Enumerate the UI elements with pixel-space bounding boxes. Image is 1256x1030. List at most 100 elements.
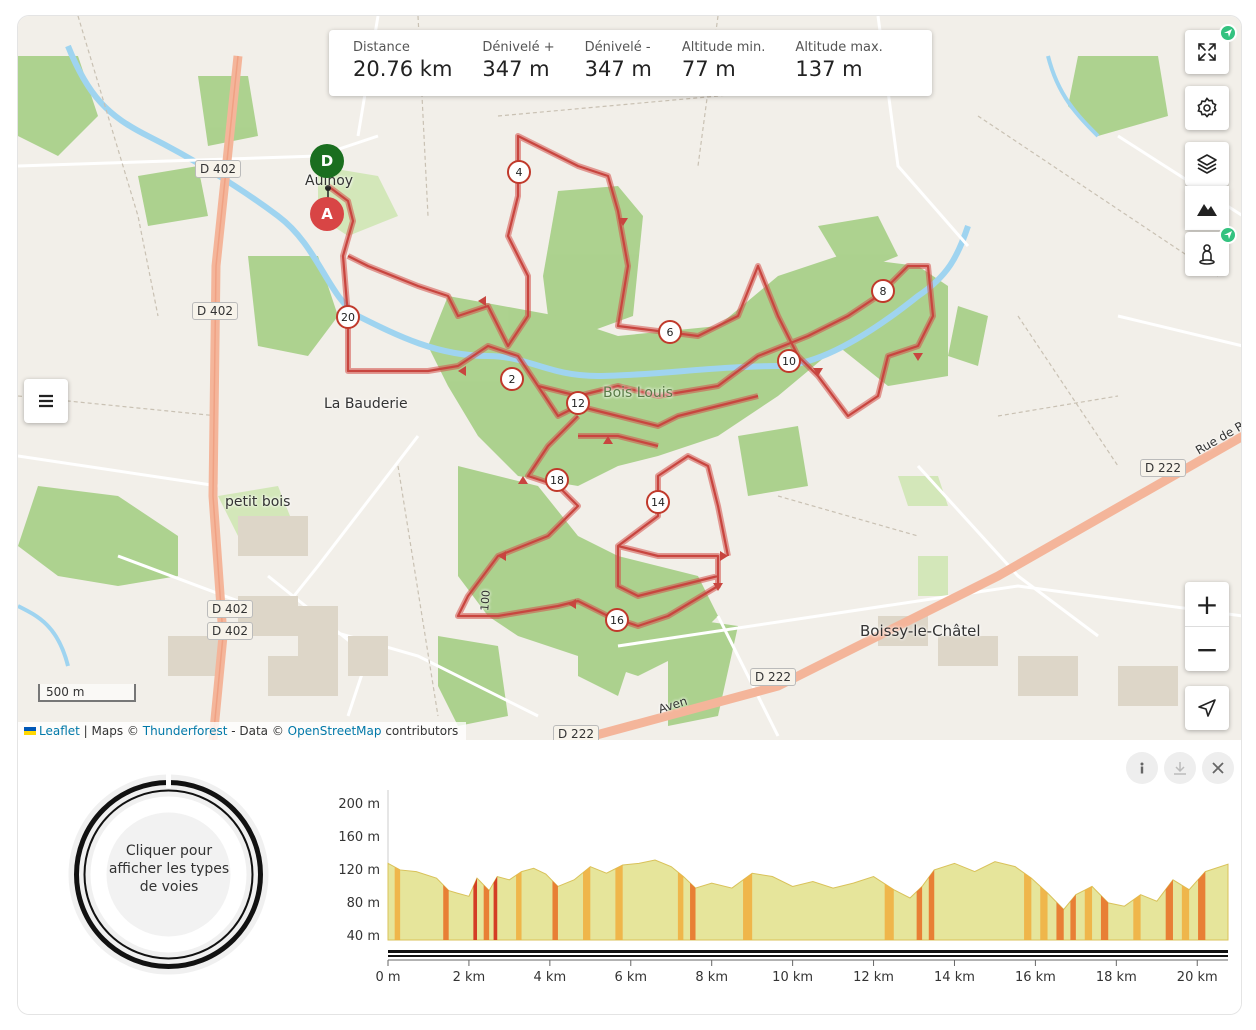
road-label-d222: D 222 [553,725,599,740]
slope-band [483,884,490,940]
stat-elevation-loss: Dénivelé - 347 m [585,40,652,96]
slope-band [884,883,894,940]
layers-button[interactable] [1185,142,1229,186]
km-marker-6[interactable]: 6 [658,320,682,344]
donut-caption[interactable]: Cliquer pour afficher les types de voies [108,843,230,895]
ukraine-flag-icon [24,727,36,735]
fullscreen-button[interactable] [1185,24,1237,74]
road-label-d402: D 402 [207,600,253,618]
slope-band [1070,894,1076,940]
slope-band [1100,895,1109,940]
road-label-100: 100 [478,589,493,612]
menu-button[interactable] [24,379,68,423]
km-marker-10[interactable]: 10 [777,349,801,373]
street-view-icon [1199,244,1215,265]
slope-band [552,880,558,940]
map[interactable]: Aulnoy La Bauderie petit bois Bois Louis… [18,16,1241,740]
app-frame: Aulnoy La Bauderie petit bois Bois Louis… [17,15,1242,1015]
km-marker-20[interactable]: 20 [336,305,360,329]
elevation-button[interactable] [1185,186,1229,230]
download-button[interactable] [1164,752,1196,784]
road-label-d402: D 402 [207,622,253,640]
km-marker-14[interactable]: 14 [646,490,670,514]
km-marker-18[interactable]: 18 [545,468,569,492]
end-pin[interactable]: A [310,197,344,231]
km-marker-2[interactable]: 2 [500,367,524,391]
x-tick-label: 2 km [453,970,486,985]
slope-band [1165,879,1173,940]
route-stats: Distance 20.76 km Dénivelé + 347 m Déniv… [329,30,932,96]
place-aulnoy: Aulnoy [305,173,354,189]
badge-send-icon [1219,226,1237,244]
km-marker-4[interactable]: 4 [507,160,531,184]
elevation-panel: Cliquer pour afficher les types de voies… [18,740,1241,1014]
stat-value: 20.76 km [353,57,453,81]
slope-band [443,884,449,940]
map-tiles [18,16,1241,740]
stat-altitude-max: Altitude max. 137 m [795,40,882,96]
slope-band [1056,902,1064,940]
scale-bar: 500 m [38,684,136,702]
attribution: Leaflet | Maps © Thunderforest - Data © … [18,722,467,740]
settings-button[interactable] [1185,86,1229,130]
slope-band [743,873,753,940]
thunderforest-link[interactable]: Thunderforest [142,724,228,738]
y-tick-label: 120 m [338,863,380,878]
slope-band [928,869,935,940]
close-button[interactable] [1202,752,1234,784]
osm-link[interactable]: OpenStreetMap [287,724,382,738]
locate-button[interactable] [1185,686,1229,730]
zoom-in-button[interactable]: + [1195,587,1219,621]
elevation-chart[interactable]: 40 m 80 m 120 m 160 m 200 m 0 m 2 km 4 km 6 km 8 … [318,790,1238,1014]
stat-label: Dénivelé + [482,40,555,55]
info-icon [1140,762,1144,774]
x-tick-label: 8 km [695,970,728,985]
slope-band [1198,871,1206,940]
km-marker-8[interactable]: 8 [871,279,895,303]
zoom-control: + − [1185,582,1229,671]
stat-label: Altitude min. [681,40,766,55]
slope-band [1024,872,1032,940]
road-label-d402: D 402 [195,160,241,178]
track-bar [388,950,1228,953]
place-bois-louis: Bois Louis [603,385,673,401]
x-tick-label: 16 km [1015,970,1056,985]
start-pin[interactable]: D [310,144,344,178]
y-tick-label: 80 m [347,896,380,911]
stat-elevation-gain: Dénivelé + 347 m [482,40,554,96]
x-tick-label: 4 km [534,970,567,985]
slope-band [583,866,591,940]
x-tick-label: 10 km [772,970,813,985]
zoom-out-button[interactable]: − [1195,632,1219,666]
x-tick-label: 18 km [1096,970,1137,985]
stat-label: Distance [353,40,410,55]
stat-altitude-min: Altitude min. 77 m [682,40,766,96]
place-boissy: Boissy-le-Châtel [860,622,981,640]
close-icon [1212,762,1224,774]
x-tick-label: 20 km [1177,970,1218,985]
elevation-icon [1197,204,1217,216]
slope-band [1181,885,1190,940]
menu-icon [39,394,53,408]
x-tick-label: 12 km [853,970,894,985]
slope-band [677,872,684,940]
info-button[interactable] [1126,752,1158,784]
road-label-d402: D 402 [192,302,238,320]
slope-band [473,878,478,940]
attribution-text: | Maps © [79,724,143,738]
road-types-donut[interactable] [60,766,277,983]
slope-band [916,886,923,940]
km-marker-16[interactable]: 16 [605,608,629,632]
stat-value: 347 m [482,57,550,81]
leaflet-link[interactable]: Leaflet [39,724,80,738]
x-tick-label: 14 km [934,970,975,985]
stat-value: 77 m [681,57,736,81]
stat-label: Altitude max. [795,40,883,55]
street-view-button[interactable] [1185,226,1237,276]
slope-band [394,866,401,940]
km-marker-12[interactable]: 12 [566,391,590,415]
stat-value: 137 m [795,57,863,81]
slope-band [1040,886,1048,940]
attribution-text: contributors [381,724,459,738]
road-label-d222: D 222 [750,668,796,686]
